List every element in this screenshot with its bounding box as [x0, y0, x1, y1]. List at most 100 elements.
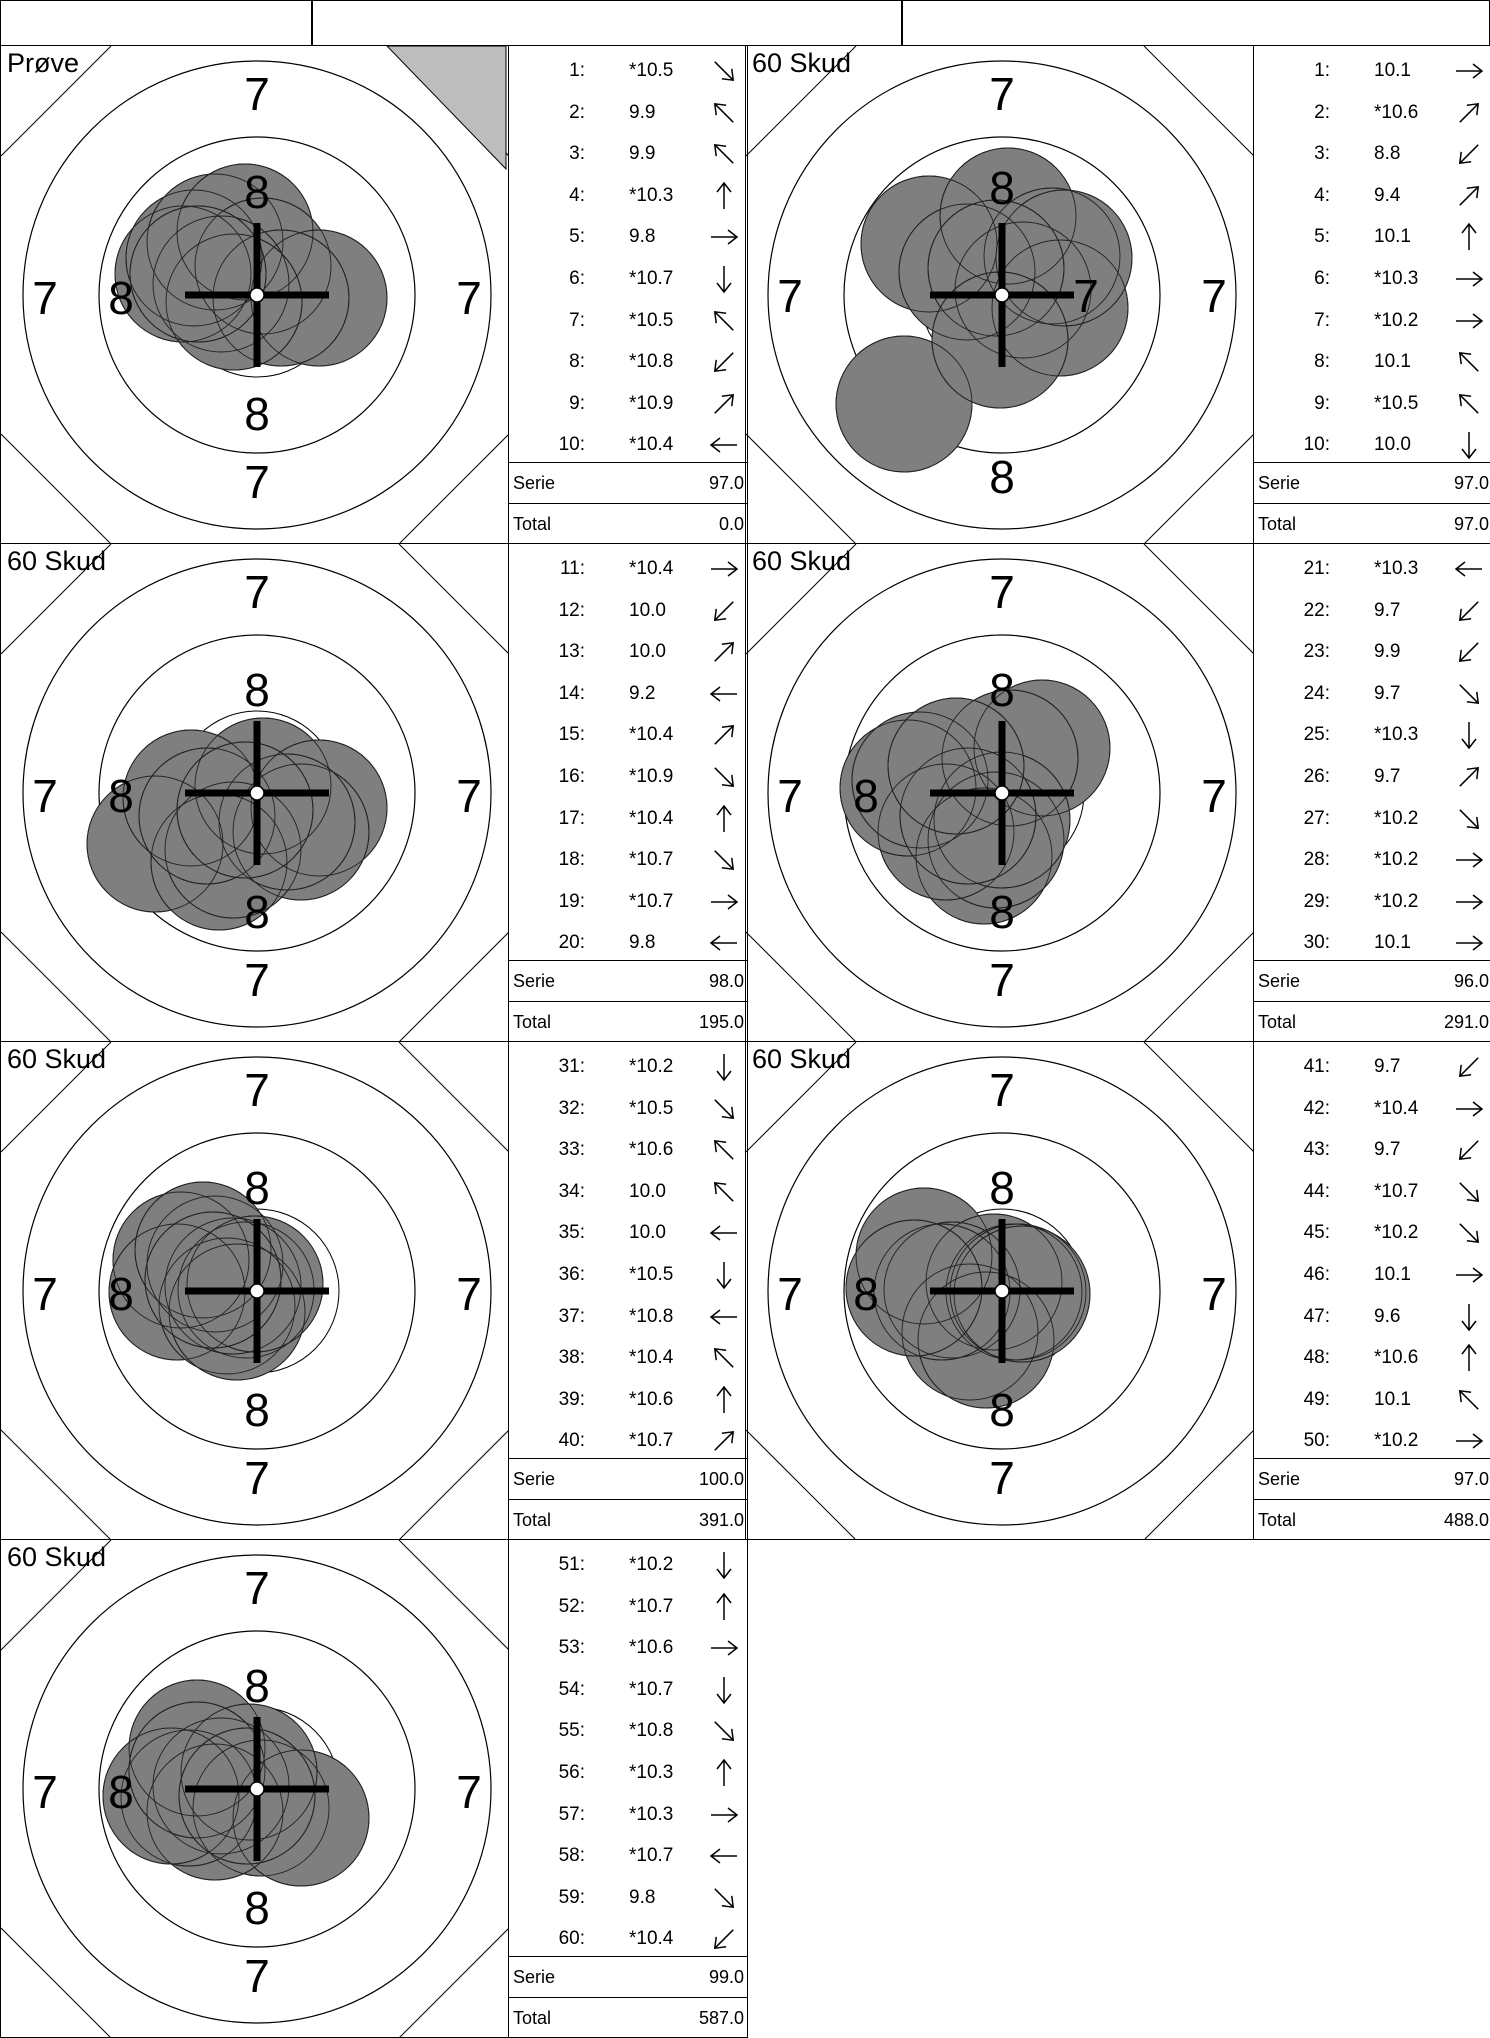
shot-score: 10.0	[629, 641, 666, 663]
shot-row: 52: *10.7	[509, 1586, 747, 1628]
shot-number: 36:	[558, 1264, 585, 1285]
direction-arrow-icon	[716, 266, 732, 294]
shot-hole-outline	[983, 187, 1121, 325]
shot-row: 58: *10.7	[509, 1835, 747, 1877]
direction-arrow-icon	[714, 1431, 735, 1452]
serie-row: Serie 97.0	[509, 462, 747, 503]
proof-marker	[386, 46, 507, 171]
shot-hole-outline	[112, 1191, 250, 1329]
direction-arrow-icon	[1458, 144, 1479, 165]
target-panel: 7 8 8 7 7 8 7 Prøve 1: *10.5 2: 9.9 3: 9.9 4: *10.3 5: 9.…	[0, 46, 748, 544]
serie-label: Serie	[513, 971, 556, 991]
shot-score: 10.0	[629, 599, 666, 621]
shot-score: *10.3	[1374, 558, 1419, 579]
shot-hole-outline	[168, 1243, 306, 1381]
direction-arrow-icon	[716, 1552, 732, 1580]
direction-arrow-icon	[713, 352, 734, 373]
shot-number: 52:	[558, 1595, 585, 1617]
direction-arrow-icon	[1458, 1389, 1479, 1410]
shot-score: *10.4	[629, 558, 674, 579]
shot-score: *10.6	[629, 1637, 674, 1659]
shot-number: 48:	[1303, 1347, 1330, 1369]
header-cell-1	[0, 0, 313, 46]
shot-score: 9.7	[1374, 1139, 1401, 1161]
shot-score: *10.2	[1374, 1222, 1419, 1244]
serie-row: Serie 98.0	[509, 960, 747, 1001]
ring-number: 7	[244, 1950, 270, 2002]
shot-row: 60: *10.4	[509, 1918, 747, 1960]
shot-hole-outline	[899, 747, 1037, 885]
corner-line	[399, 1928, 508, 2037]
direction-arrow-icon	[1459, 684, 1480, 704]
ring-number: 7	[244, 68, 270, 120]
shot-row: 2: *10.6	[1254, 92, 1490, 134]
shot-row: 16: *10.9	[509, 756, 747, 798]
shot-score: *10.7	[1374, 1180, 1419, 1202]
shot-number: 58:	[558, 1845, 585, 1867]
ring-number: 7	[1201, 770, 1227, 822]
ring-number: 8	[989, 451, 1015, 503]
shot-row: 12: 10.0	[509, 590, 747, 632]
shot-row: 32: *10.5	[509, 1088, 747, 1130]
shot-row: 39: *10.6	[509, 1379, 747, 1421]
total-row: Total 97.0	[1254, 503, 1490, 544]
shot-number: 50:	[1303, 1430, 1330, 1452]
shot-row: 6: *10.7	[509, 258, 747, 300]
serie-value: 97.0	[708, 473, 744, 493]
corner-line	[1143, 46, 1253, 156]
center-dot	[994, 1283, 1010, 1299]
direction-arrow-icon	[1458, 600, 1479, 621]
shot-list: 21: *10.3 22: 9.7 23: 9.9 24: 9.7 25: *10.3 26: 9.7…	[1253, 544, 1490, 1042]
shot-number: 35:	[558, 1222, 585, 1244]
shot-score: 9.6	[1374, 1305, 1401, 1327]
direction-arrow-icon	[1456, 63, 1484, 79]
target-face: 7 8 8 7 7 8 7 Prøve	[0, 46, 508, 544]
shot-number: 6:	[569, 268, 585, 289]
direction-arrow-icon	[713, 102, 734, 123]
shot-hole-outline	[925, 1213, 1063, 1351]
shot-score: *10.4	[629, 807, 674, 829]
direction-arrow-icon	[1458, 1140, 1479, 1161]
direction-arrow-icon	[711, 1640, 739, 1656]
shot-score: 9.9	[629, 143, 656, 165]
ring-number: 8	[853, 1268, 879, 1320]
shot-hole-outline	[102, 1727, 240, 1865]
corner-line	[1, 433, 111, 543]
shot-score: *10.7	[629, 890, 674, 912]
shot-hole-outline	[995, 189, 1133, 327]
shot-row: 37: *10.8	[509, 1296, 747, 1338]
direction-arrow-icon	[1458, 393, 1479, 414]
direction-arrow-icon	[714, 850, 735, 871]
target-panel: 7 8 8 7 7 8 7 60 Skud 51: *10.2 52: *10.7 53: *10.6 54…	[0, 1540, 748, 2038]
direction-arrow-icon	[1459, 102, 1480, 123]
serie-label: Serie	[513, 1967, 556, 1987]
shot-row: 56: *10.3	[509, 1752, 747, 1794]
shot-score: *10.9	[629, 392, 674, 414]
target-face: 7 8 8 7 7 8 7 60 Skud	[745, 544, 1253, 1042]
ring-number: 8	[108, 770, 134, 822]
panel-title: 60 Skud	[752, 1044, 852, 1074]
shot-score: 9.9	[1374, 641, 1401, 663]
direction-arrow-icon	[713, 1929, 734, 1950]
panel-title: 60 Skud	[752, 48, 852, 78]
shot-number: 47:	[1303, 1305, 1330, 1327]
shot-number: 7:	[1314, 309, 1330, 331]
shot-number: 7:	[569, 309, 585, 331]
shot-list: 51: *10.2 52: *10.7 53: *10.6 54: *10.7 55: *10.8…	[508, 1540, 748, 2038]
shot-row: 7: *10.2	[1254, 300, 1490, 342]
shot-score: *10.4	[629, 1347, 674, 1369]
direction-arrow-icon	[716, 181, 732, 209]
total-value: 488.0	[1443, 1510, 1489, 1530]
ring-number: 7	[989, 1452, 1015, 1504]
direction-arrow-icon	[1461, 722, 1477, 750]
corner-line	[1143, 1042, 1253, 1152]
shot-score: *10.2	[1374, 1430, 1419, 1452]
shot-row: 22: 9.7	[1254, 590, 1490, 632]
ring-number: 7	[1201, 270, 1227, 322]
corner-line	[1143, 544, 1253, 654]
shot-score: *10.2	[1374, 849, 1419, 871]
corner-line	[1, 544, 112, 655]
shot-row: 33: *10.6	[509, 1129, 747, 1171]
corner-line	[398, 1042, 508, 1152]
target-face: 7 8 8 7 7 8 7 60 Skud	[0, 1540, 508, 2038]
